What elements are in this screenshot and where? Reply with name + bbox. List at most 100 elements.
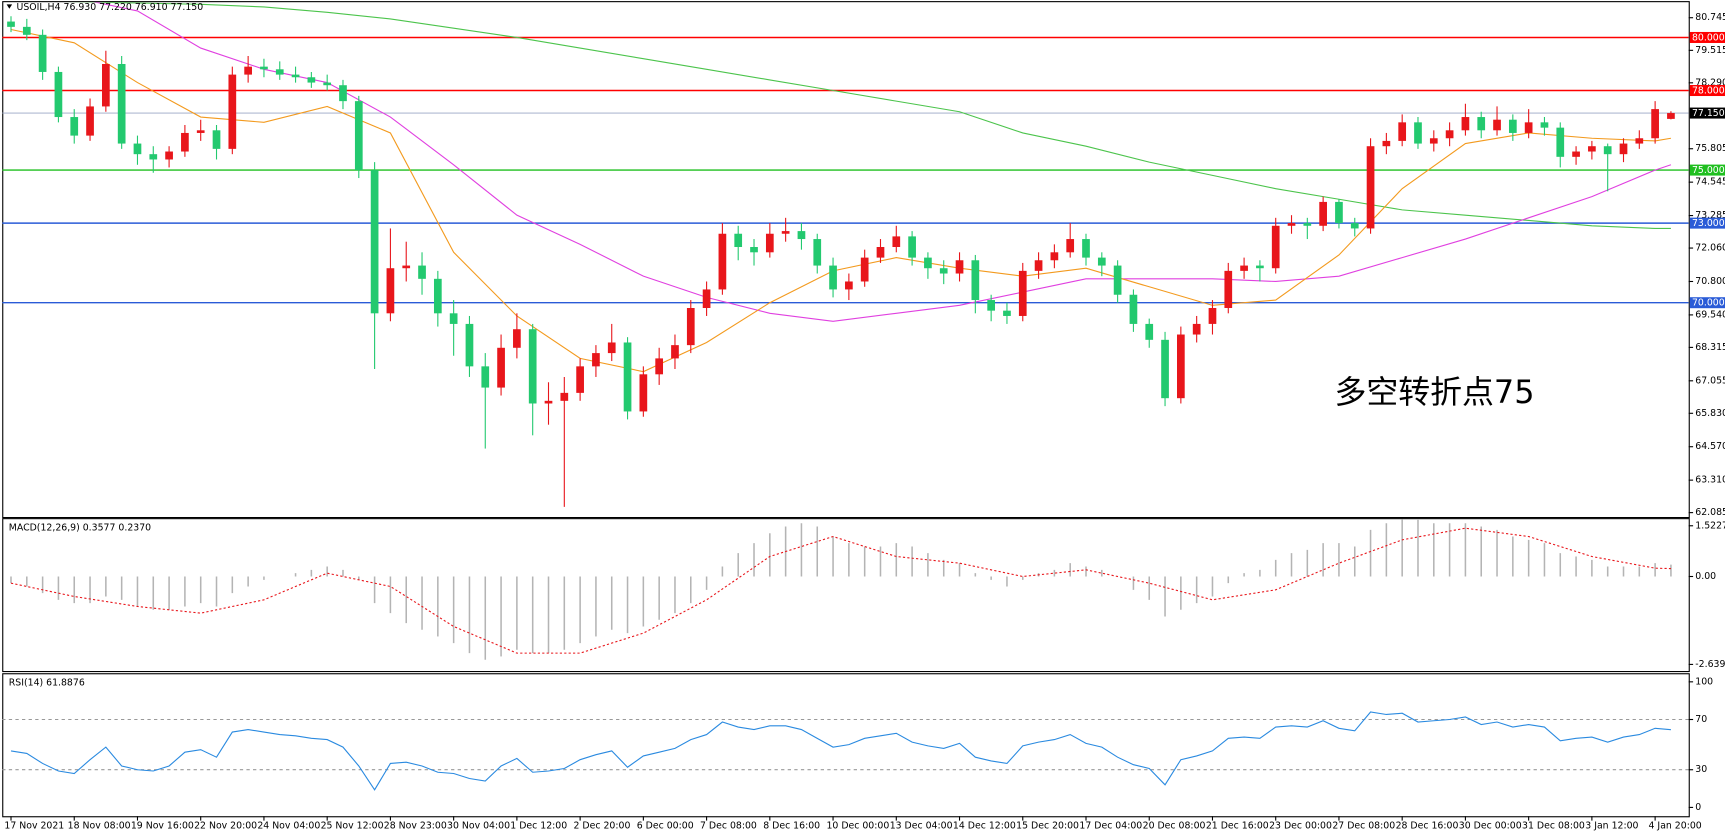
candle-body xyxy=(528,329,537,404)
moving-average xyxy=(73,2,1671,229)
y-tick-label: 70.800 xyxy=(1695,276,1725,287)
x-tick-label: 1 Dec 12:00 xyxy=(510,821,567,832)
candle-body xyxy=(481,366,490,388)
candle-body xyxy=(1082,239,1090,258)
x-tick-label: 30 Dec 00:00 xyxy=(1459,821,1522,832)
y-tick-label: 79.515 xyxy=(1695,45,1725,56)
y-tick-label: 73.285 xyxy=(1695,210,1725,221)
main-panel xyxy=(2,1,1690,519)
candle-body xyxy=(1224,270,1233,309)
candle-body xyxy=(1508,119,1517,133)
x-tick-label: 31 Dec 08:00 xyxy=(1522,821,1585,832)
x-tick-label: 8 Dec 16:00 xyxy=(763,821,820,832)
candle-body xyxy=(955,260,964,274)
level-label: 70.000 xyxy=(1692,298,1725,309)
candle-body xyxy=(54,71,63,118)
candle-body xyxy=(260,66,268,70)
y-tick-label: 70 xyxy=(1695,714,1707,725)
candle-body xyxy=(908,236,916,258)
candle-body xyxy=(560,392,569,401)
candle-body xyxy=(339,85,347,102)
main-plot xyxy=(2,2,1689,507)
candle-body xyxy=(149,154,158,160)
x-tick-label: 17 Dec 04:00 xyxy=(1079,821,1142,832)
candle-body xyxy=(1145,323,1154,340)
candle-body xyxy=(1240,265,1248,271)
y-tick-label: 0 xyxy=(1695,802,1701,813)
candle-body xyxy=(1398,122,1407,141)
y-tick-label: 62.085 xyxy=(1695,507,1725,518)
candle-body xyxy=(1572,151,1580,157)
macd-signal xyxy=(10,527,1671,654)
candle-body xyxy=(165,151,173,160)
candle-body xyxy=(1619,143,1628,155)
y-tick-label: 72.060 xyxy=(1695,243,1725,254)
candle-body xyxy=(829,265,837,290)
x-tick-label: 28 Nov 23:00 xyxy=(384,821,447,832)
candle-body xyxy=(354,101,363,171)
candle-body xyxy=(86,106,94,136)
y-tick-label: 0.00 xyxy=(1695,571,1716,582)
candle-body xyxy=(196,130,205,133)
candle-body xyxy=(781,231,790,234)
candle-body xyxy=(1335,201,1343,224)
menu-arrow[interactable] xyxy=(6,4,13,9)
candle-body xyxy=(924,257,932,269)
candle-body xyxy=(418,265,426,279)
candle-body xyxy=(1208,308,1217,324)
axes: 80.745 79.515 78.290 75.805 74.545 73.285 72.0… xyxy=(4,12,1725,832)
candle-body xyxy=(1161,339,1169,399)
candle-body xyxy=(370,170,379,314)
candle-body xyxy=(845,281,853,290)
candle-body xyxy=(1050,252,1059,261)
candle-body xyxy=(971,260,980,301)
candle-body xyxy=(1445,130,1454,139)
candle-body xyxy=(70,117,79,136)
y-tick-label: 1.5227 xyxy=(1695,520,1725,531)
x-tick-label: 3 Jan 12:00 xyxy=(1585,821,1638,832)
candle-body xyxy=(1129,294,1138,324)
x-tick-label: 24 Nov 04:00 xyxy=(257,821,320,832)
candle-body xyxy=(750,247,758,253)
x-tick-label: 22 Nov 20:00 xyxy=(194,821,257,832)
candle-body xyxy=(576,366,584,393)
candle-body xyxy=(813,239,822,266)
level-label: 77.150 xyxy=(1692,108,1725,119)
candle-body xyxy=(765,233,774,253)
x-tick-label: 27 Dec 08:00 xyxy=(1332,821,1395,832)
candle-body xyxy=(1540,122,1549,128)
candle-body xyxy=(623,342,632,412)
macd-panel xyxy=(2,518,1690,673)
x-tick-label: 10 Dec 00:00 xyxy=(826,821,889,832)
candle-body xyxy=(133,143,142,155)
candle-body xyxy=(1429,138,1438,144)
candle-body xyxy=(1034,260,1043,271)
x-tick-label: 30 Nov 04:00 xyxy=(447,821,510,832)
candle-body xyxy=(1461,117,1470,131)
x-tick-label: 20 Dec 08:00 xyxy=(1143,821,1206,832)
candle-body xyxy=(1018,270,1027,316)
candle-body xyxy=(860,257,869,282)
y-tick-label: 30 xyxy=(1695,764,1707,775)
y-tick-label: 64.570 xyxy=(1695,441,1725,452)
level-tag xyxy=(1689,164,1725,176)
rsi-panel xyxy=(2,673,1690,818)
macd-plot xyxy=(10,519,1672,660)
x-tick-label: 18 Nov 08:00 xyxy=(68,821,131,832)
candle-body xyxy=(1588,146,1596,152)
candle-body xyxy=(1651,109,1659,139)
y-tick-label: 68.315 xyxy=(1695,342,1725,353)
candle-body xyxy=(1319,201,1327,226)
candle-body xyxy=(1113,265,1122,295)
candle-body xyxy=(892,236,901,248)
candle-body xyxy=(1097,257,1106,266)
candle-body xyxy=(117,63,126,144)
candle-body xyxy=(181,132,189,152)
candle-body xyxy=(307,77,316,83)
rsi-plot xyxy=(2,711,1689,791)
level-tag xyxy=(1689,107,1725,119)
candle-body xyxy=(718,233,727,290)
candle-body xyxy=(1556,127,1565,157)
candle-body xyxy=(465,323,474,367)
macd-label: MACD(12,26,9) 0.3577 0.2370 xyxy=(9,523,151,534)
